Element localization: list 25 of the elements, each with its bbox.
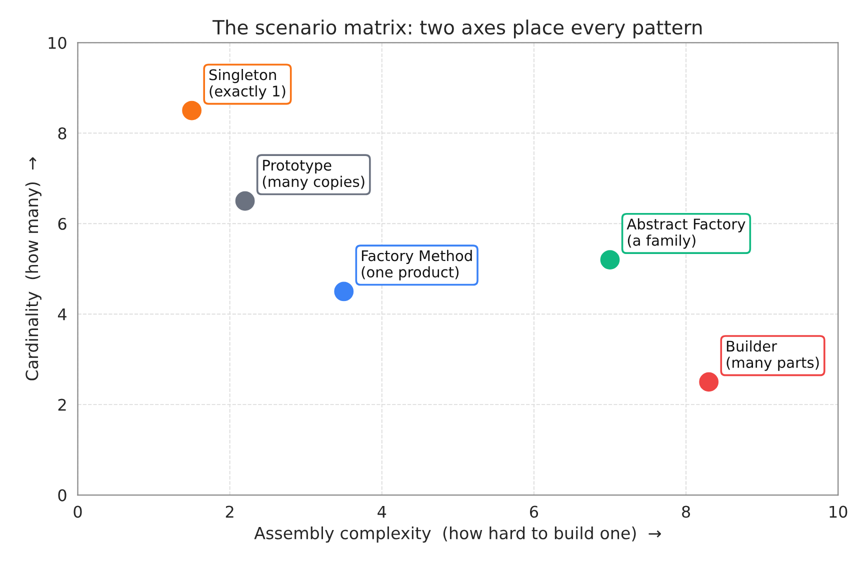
x-axis-title: Assembly complexity (how hard to build one) → [254,526,661,543]
series-label: Abstract Factory (a family) [626,218,746,249]
y-axis-title: Cardinality (how many) → [25,157,42,380]
point [697,370,720,394]
y-tick-label: 4 [58,308,66,320]
series-label: Singleton (exactly 1) [209,68,286,100]
y-tick-label: 10 [48,36,66,49]
x-tick-label: 4 [378,506,386,518]
x-tick-label: 6 [530,506,538,518]
x-tick-label: 8 [682,506,690,518]
point [180,99,204,122]
series-label: Prototype (many copies) [262,160,364,190]
series-label: Builder (many parts) [726,340,819,371]
chart-title: The scenario matrix: two axes place every pattern [212,20,702,38]
y-tick-label: 0 [58,489,66,502]
point [598,248,622,272]
series-label: Factory Method (one product) [362,250,472,280]
x-tick-label: 2 [226,506,234,518]
x-tick-label: 0 [74,506,82,518]
y-tick-label: 8 [58,127,66,140]
y-tick-label: 6 [58,218,66,230]
x-tick-label: 10 [830,506,848,518]
y-tick-label: 2 [58,398,66,411]
point [332,280,356,303]
point [234,190,256,212]
